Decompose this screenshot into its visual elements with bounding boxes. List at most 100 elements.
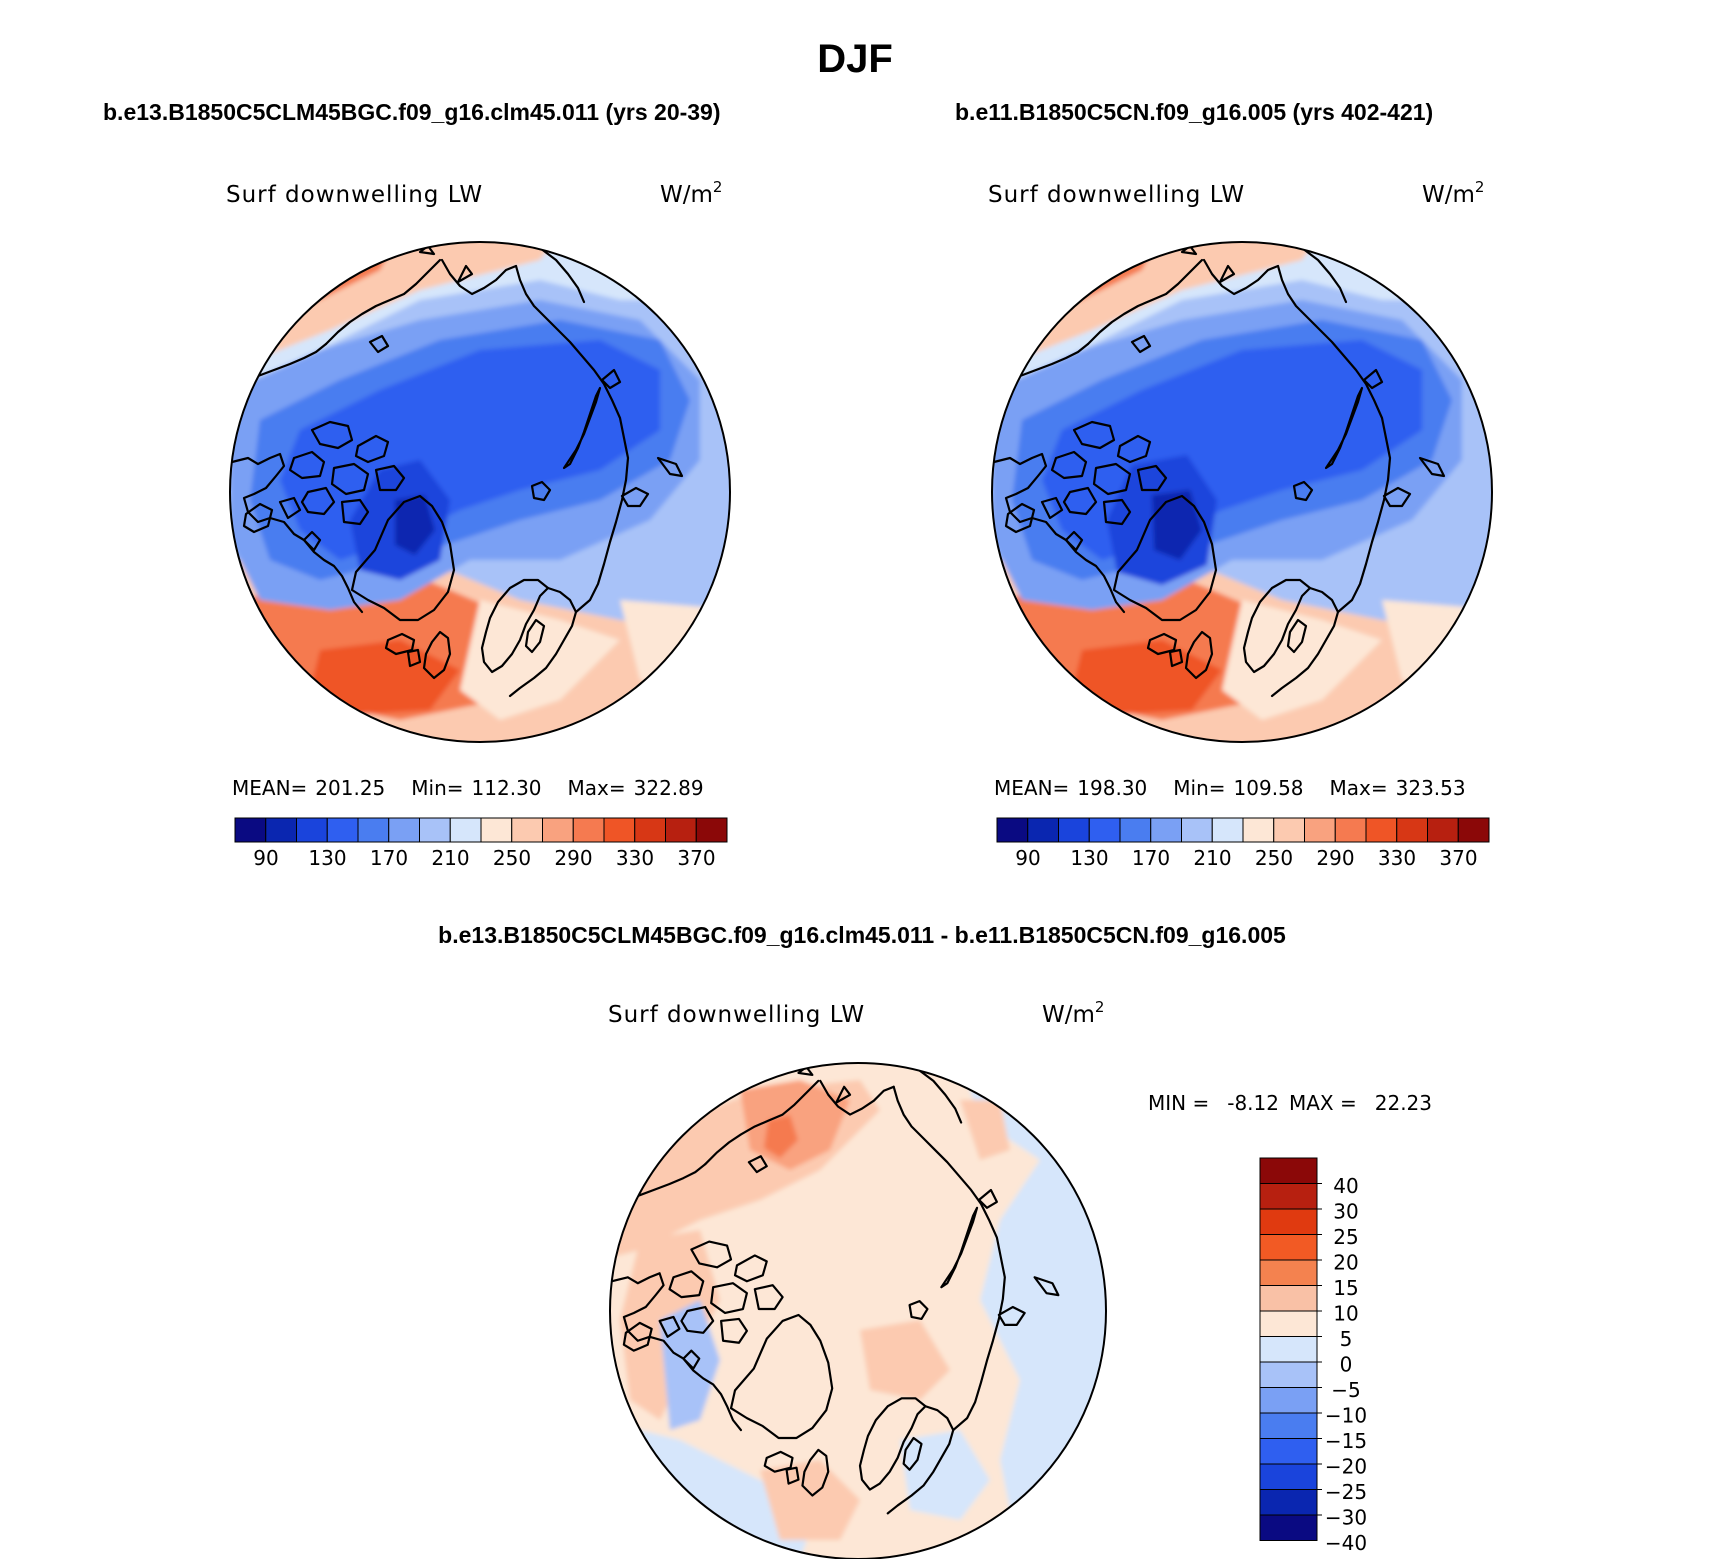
right-cbar-label: 90	[1015, 846, 1040, 870]
diff-cbar-label: −5	[1331, 1378, 1360, 1402]
right-map	[992, 242, 1492, 742]
diff-colorbar-labels: 40 30 25 20 15 10 5 0 −5 −10 −15 −20 −25…	[1325, 1174, 1367, 1555]
left-colorbar-swatch	[419, 817, 451, 843]
diff-map	[610, 1063, 1106, 1559]
right-colorbar-swatch	[1273, 817, 1305, 843]
left-colorbar-swatch	[634, 817, 666, 843]
diff-header: b.e13.B1850C5CLM45BGC.f09_g16.clm45.011 …	[438, 922, 1286, 948]
left-colorbar-swatch	[665, 817, 697, 843]
right-colorbar-swatch	[1058, 817, 1090, 843]
diff-colorbar-swatch	[1259, 1310, 1318, 1337]
right-cbar-label: 370	[1439, 846, 1477, 870]
left-mean-label: MEAN=	[232, 776, 307, 800]
diff-colorbar-swatch	[1259, 1234, 1318, 1261]
right-units-label: W/m2	[1422, 178, 1484, 208]
left-cbar-label: 250	[493, 846, 531, 870]
right-colorbar-swatch	[1427, 817, 1459, 843]
left-colorbar-swatch	[695, 817, 728, 843]
left-min-value: 112.30	[472, 776, 542, 800]
figure-title: DJF	[817, 37, 893, 81]
left-panel: Surf downwelling LW W/m2 MEA	[226, 178, 731, 870]
right-colorbar-swatch	[1396, 817, 1428, 843]
diff-colorbar-swatch	[1259, 1208, 1318, 1235]
right-max-label: Max=	[1330, 776, 1388, 800]
left-colorbar-swatch	[603, 817, 636, 843]
right-colorbar-swatch	[1119, 817, 1152, 843]
diff-colorbar-swatch	[1259, 1361, 1318, 1388]
left-cbar-label: 90	[253, 846, 278, 870]
right-panel: Surf downwelling LW W/m2 MEA	[988, 178, 1493, 870]
diff-units-sup: 2	[1095, 998, 1105, 1016]
left-colorbar-swatch	[388, 817, 420, 843]
diff-colorbar-swatch	[1259, 1438, 1318, 1465]
left-cbar-label: 170	[370, 846, 408, 870]
diff-colorbar	[1259, 1157, 1322, 1541]
diff-stats: MIN = -8.12 MAX = 22.23	[1148, 1091, 1432, 1115]
diff-cbar-label: −10	[1325, 1404, 1367, 1428]
diff-max-label: MAX =	[1289, 1091, 1357, 1115]
left-colorbar-swatch	[511, 817, 543, 843]
diff-variable-label: Surf downwelling LW	[608, 1002, 865, 1028]
right-min-label: Min=	[1173, 776, 1225, 800]
right-cbar-label: 170	[1132, 846, 1170, 870]
right-max-value: 323.53	[1396, 776, 1466, 800]
right-colorbar-swatch	[1334, 817, 1367, 843]
right-variable-label: Surf downwelling LW	[988, 182, 1245, 208]
diff-colorbar-swatch	[1259, 1463, 1318, 1490]
right-cbar-label: 130	[1070, 846, 1108, 870]
diff-colorbar-swatch	[1259, 1285, 1318, 1312]
left-colorbar	[234, 817, 728, 843]
left-units-base: W/m	[660, 182, 713, 208]
left-cbar-label: 330	[616, 846, 654, 870]
diff-colorbar-swatch	[1259, 1489, 1318, 1516]
left-colorbar-swatch	[449, 817, 482, 843]
right-stats: MEAN= 198.30 Min= 109.58 Max= 323.53	[994, 776, 1466, 800]
panel-right-header: b.e11.B1850C5CN.f09_g16.005 (yrs 402-421…	[955, 99, 1433, 125]
right-units-sup: 2	[1475, 178, 1485, 196]
right-colorbar-swatch	[1304, 817, 1336, 843]
left-cbar-label: 290	[554, 846, 592, 870]
diff-cbar-label: 40	[1333, 1174, 1358, 1198]
right-cbar-label: 290	[1316, 846, 1354, 870]
left-mean-value: 201.25	[315, 776, 385, 800]
diff-colorbar-swatch	[1259, 1157, 1318, 1184]
left-colorbar-swatch	[542, 817, 574, 843]
left-min-label: Min=	[411, 776, 463, 800]
panel-left-header: b.e13.B1850C5CLM45BGC.f09_g16.clm45.011 …	[103, 99, 721, 125]
diff-cbar-label: −40	[1325, 1531, 1367, 1555]
right-cbar-label: 330	[1378, 846, 1416, 870]
left-colorbar-swatch	[357, 817, 390, 843]
diff-max-value: 22.23	[1375, 1091, 1432, 1115]
left-cbar-label: 130	[308, 846, 346, 870]
diff-units-base: W/m	[1042, 1002, 1095, 1028]
diff-colorbar-swatch	[1259, 1183, 1318, 1210]
diff-cbar-label: 20	[1333, 1251, 1358, 1275]
right-colorbar-swatch	[1211, 817, 1244, 843]
left-max-label: Max=	[568, 776, 626, 800]
left-colorbar-swatch	[572, 817, 605, 843]
right-colorbar-swatch	[1242, 817, 1275, 843]
right-cbar-label: 250	[1255, 846, 1293, 870]
right-colorbar-labels: 90 130 170 210 250 290 330 370	[1015, 846, 1477, 870]
left-colorbar-swatch	[296, 817, 328, 843]
right-colorbar-swatch	[1150, 817, 1182, 843]
right-colorbar-swatch	[1088, 817, 1121, 843]
diff-colorbar-swatch	[1259, 1412, 1318, 1439]
left-colorbar-swatch	[234, 817, 267, 843]
diff-colorbar-swatch	[1259, 1387, 1318, 1414]
left-colorbar-swatch	[326, 817, 359, 843]
right-mean-label: MEAN=	[994, 776, 1069, 800]
diff-cbar-label: −30	[1325, 1506, 1367, 1530]
right-colorbar-swatch	[1027, 817, 1059, 843]
right-colorbar-swatch	[996, 817, 1029, 843]
left-units-label: W/m2	[660, 178, 722, 208]
left-max-value: 322.89	[634, 776, 704, 800]
left-colorbar-swatch	[265, 817, 297, 843]
diff-min-label: MIN =	[1148, 1091, 1209, 1115]
diff-cbar-label: 10	[1333, 1302, 1358, 1326]
diff-panel: Surf downwelling LW W/m2 MIN = -8.12 MAX =…	[608, 998, 1432, 1559]
right-cbar-label: 210	[1193, 846, 1231, 870]
right-min-value: 109.58	[1234, 776, 1304, 800]
diff-cbar-label: −25	[1325, 1480, 1367, 1504]
